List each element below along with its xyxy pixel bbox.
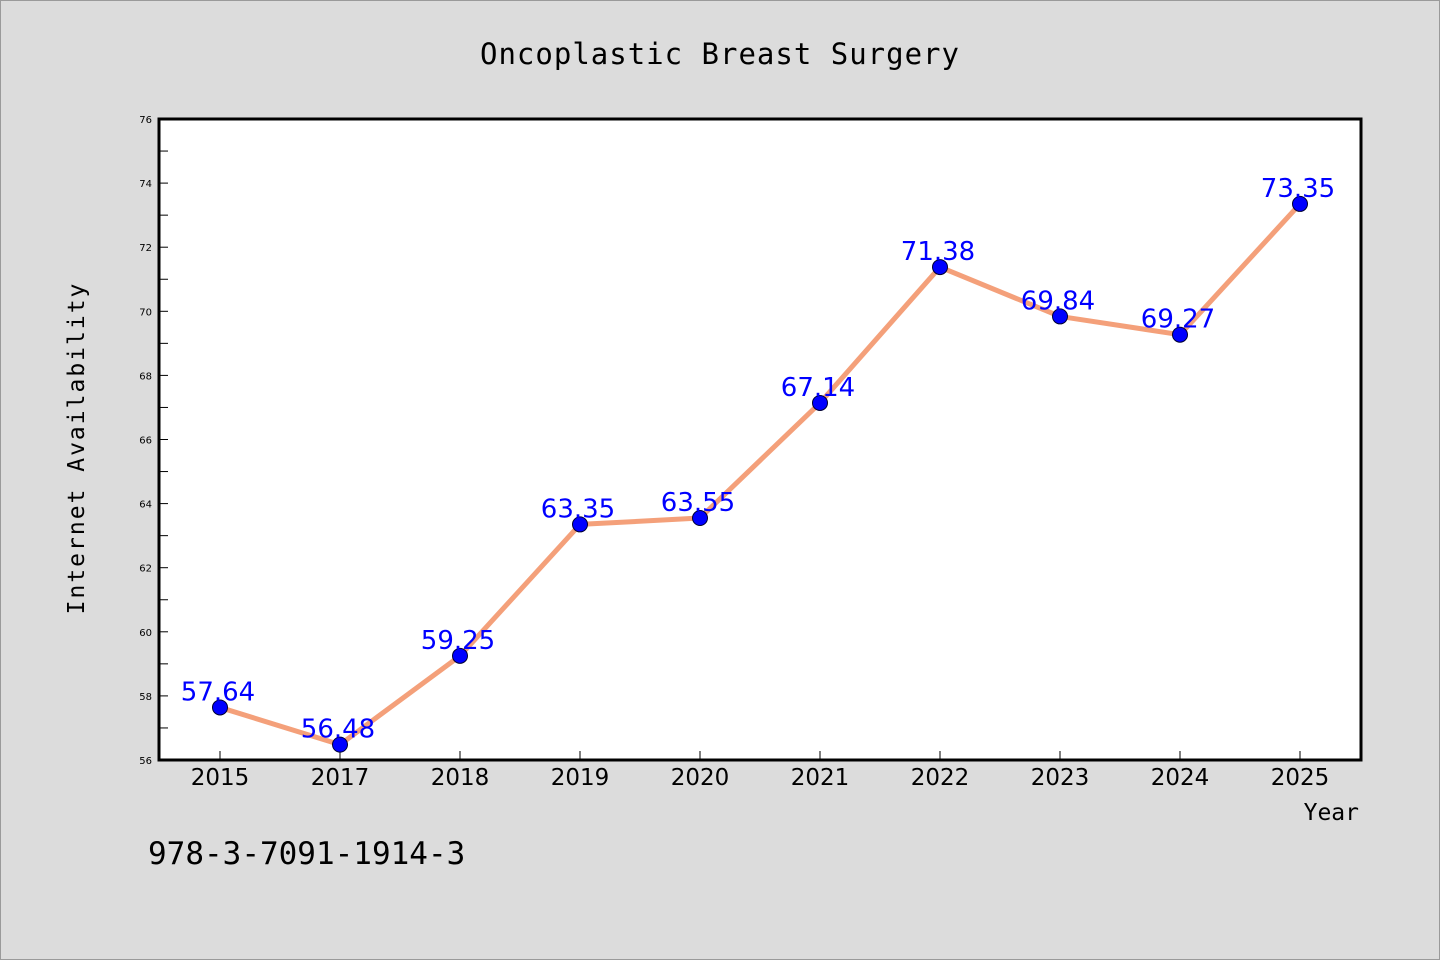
y-tick-label: 62 [139,564,152,575]
plot-area [157,117,1363,762]
y-tick-label: 56 [139,756,152,767]
chart-title: Oncoplastic Breast Surgery [480,37,960,71]
x-tick-label: 2020 [671,765,730,791]
x-tick-label: 2023 [1031,765,1090,791]
y-axis: 56 58 60 62 64 66 68 70 72 74 76 [139,115,168,767]
data-label: 59.25 [421,626,495,656]
x-tick-label: 2015 [191,765,250,791]
y-tick-label: 72 [139,243,152,254]
data-label: 63.55 [661,488,735,518]
data-label: 73.35 [1261,174,1335,204]
y-tick-label: 60 [139,628,152,639]
data-point [332,736,348,753]
data-label: 71.38 [901,237,975,267]
y-tick-label: 64 [139,500,152,511]
x-tick-label: 2021 [791,765,850,791]
data-label: 63.35 [541,494,615,524]
y-tick-label: 68 [139,371,152,382]
x-tick-label: 2025 [1271,765,1330,791]
data-point [692,510,708,527]
x-tick-label: 2018 [431,765,490,791]
x-tick-label: 2024 [1151,765,1210,791]
data-point [212,699,228,716]
y-tick-label: 76 [139,115,152,126]
data-label: 56.48 [301,715,375,745]
x-tick-label: 2017 [311,765,370,791]
data-label: 67.14 [781,373,855,403]
x-tick-label: 2019 [551,765,610,791]
y-tick-label: 70 [139,307,152,318]
data-label: 57.64 [181,677,255,707]
y-axis-label: Internet Availability [64,282,90,615]
y-tick-label: 66 [139,436,152,447]
data-point [572,516,588,533]
data-point [932,259,948,276]
x-axis: 2015 2017 2018 2019 2020 2021 2022 2023 2024 2025 [191,751,1330,791]
data-point [1052,308,1068,325]
data-label: 69.84 [1021,286,1095,316]
data-point [812,394,828,411]
series-markers [212,195,1308,753]
y-tick-label: 58 [139,692,152,703]
footer-code: 978-3-7091-1914-3 [148,836,465,872]
y-tick-label: 74 [139,179,152,190]
data-point [1172,326,1188,343]
x-tick-label: 2022 [911,765,970,791]
x-axis-label: Year [1304,800,1359,826]
data-label: 69.27 [1141,305,1215,335]
series-line [217,201,1303,748]
data-point [452,647,468,664]
data-point [1292,195,1308,212]
data-labels: 57.64 56.48 59.25 63.35 63.55 67.14 71.38 69.84… [181,174,1335,745]
